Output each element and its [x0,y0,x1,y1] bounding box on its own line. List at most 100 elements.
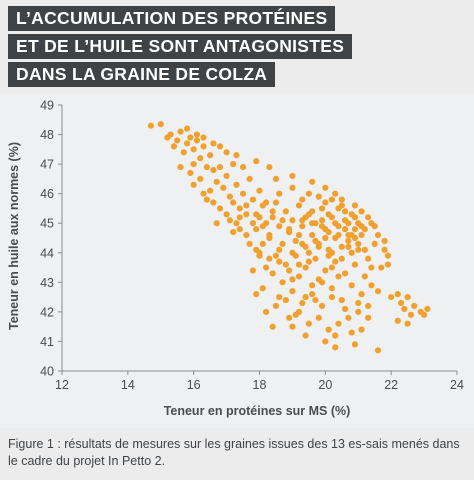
data-point [276,246,283,253]
data-point [210,166,217,174]
y-tick-label: 40 [40,365,54,379]
points-layer [147,121,431,354]
y-tick-label: 41 [40,335,54,349]
data-point [289,172,296,180]
x-tick-label: 12 [55,378,69,392]
data-point [381,246,388,253]
data-point [358,231,365,239]
data-point [384,261,391,268]
data-point [262,199,270,206]
data-point [365,314,372,321]
data-point [243,202,250,209]
data-point [236,226,243,233]
data-point [259,240,266,248]
data-point [299,223,306,230]
data-point [309,220,316,227]
data-point [338,196,345,203]
data-point [309,291,316,298]
data-point [197,175,204,182]
data-point [279,217,286,224]
data-point [286,314,293,321]
data-point [322,199,329,206]
data-point [374,347,382,354]
data-point [318,217,326,224]
data-point [203,196,210,203]
data-point [259,285,266,292]
data-point [177,163,184,171]
data-point [256,214,263,221]
data-point [207,187,214,194]
data-point [358,291,365,298]
data-point [305,258,312,265]
y-tick-label: 45 [40,217,54,231]
data-point [335,320,342,327]
data-point [315,314,322,321]
data-point [328,264,336,271]
data-point [299,196,306,203]
data-point [226,217,233,224]
data-point [381,237,388,245]
data-point [332,190,339,197]
data-point [322,234,329,242]
data-point [289,288,296,295]
data-point [361,273,368,280]
data-point [328,285,336,292]
data-point [309,178,316,185]
data-point [213,220,220,227]
data-point [289,249,296,256]
data-point [187,169,194,177]
data-point [299,299,306,307]
data-point [282,296,289,304]
data-point [243,211,250,218]
x-axis-label: Teneur en protéines sur MS (%) [164,404,351,418]
data-point [226,193,233,200]
data-point [325,326,332,333]
chart-panel [0,93,474,428]
data-point [157,121,164,128]
data-point [338,296,345,304]
data-point [216,163,224,171]
data-point [411,302,418,310]
data-point [187,134,194,141]
data-point [351,214,359,221]
data-point [249,196,257,203]
data-point [328,249,336,256]
data-point [190,161,197,168]
data-point [332,220,339,227]
data-point [335,205,342,212]
data-point [286,226,293,233]
y-tick-label: 49 [40,99,54,113]
data-point [236,205,243,212]
data-point [230,161,237,168]
data-point [262,308,270,315]
data-point [203,163,210,171]
data-point [368,264,375,271]
data-point [394,317,401,324]
data-point [233,152,240,159]
data-point [325,211,332,218]
data-point [282,208,289,215]
data-point [345,314,352,321]
data-point [355,308,362,315]
data-point [299,240,306,248]
data-point [249,267,257,274]
data-point [318,205,326,212]
data-point [295,261,303,268]
data-point [193,131,201,138]
data-point [272,175,280,182]
data-point [233,220,240,227]
data-point [147,122,154,129]
data-point [315,243,322,250]
data-point [309,282,316,289]
data-point [183,125,191,132]
data-point [318,223,326,230]
data-point [269,323,276,330]
data-point [183,140,191,147]
data-point [210,199,217,206]
title-block: L’ACCUMULATION DES PROTÉINES ET DE L’HUI… [8,6,353,90]
data-point [378,264,385,271]
data-point [325,228,332,236]
scatter-chart: 40 41 42 43 44 45 46 47 48 49 12 14 16 18 20 22 24 Teneu… [7,99,464,419]
data-point [318,302,326,310]
data-point [216,143,224,150]
